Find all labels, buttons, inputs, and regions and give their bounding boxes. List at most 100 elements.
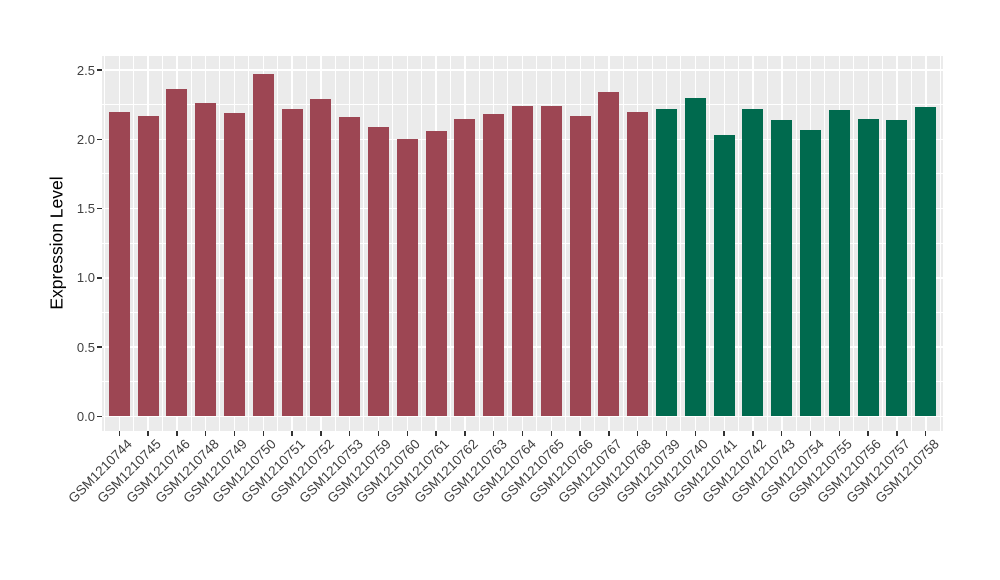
- bar-GSM1210766: [569, 115, 591, 417]
- minor-gridline-v: [363, 56, 365, 431]
- bar-GSM1210754: [800, 129, 821, 417]
- y-tick-mark: [97, 346, 102, 348]
- x-tick-mark: [550, 431, 553, 436]
- bar-GSM1210760: [396, 139, 418, 417]
- bar-GSM1210752: [310, 99, 332, 417]
- y-tick-mark: [97, 277, 102, 279]
- x-tick-mark: [608, 431, 610, 436]
- bar-GSM1210758: [915, 107, 937, 417]
- x-tick-mark: [896, 431, 898, 436]
- x-tick-mark: [579, 431, 581, 436]
- bar-GSM1210767: [598, 92, 620, 417]
- bar-GSM1210750: [252, 74, 274, 417]
- bar-GSM1210751: [281, 108, 303, 417]
- minor-gridline-v: [881, 56, 883, 431]
- minor-gridline-v: [680, 56, 682, 431]
- minor-gridline-v: [219, 56, 221, 431]
- y-tick-mark: [97, 207, 102, 210]
- x-tick-mark: [665, 431, 668, 436]
- minor-gridline-v: [421, 56, 423, 431]
- bar-GSM1210745: [137, 115, 159, 417]
- x-tick-mark: [636, 431, 639, 436]
- bar-GSM1210740: [684, 97, 706, 417]
- bar-GSM1210748: [195, 103, 217, 417]
- x-tick-mark: [262, 431, 265, 436]
- minor-gridline-v: [248, 56, 250, 431]
- x-tick-mark: [320, 431, 322, 436]
- x-tick-mark: [924, 431, 927, 436]
- minor-gridline-v: [939, 56, 941, 431]
- x-tick-mark: [377, 431, 380, 436]
- bar-GSM1210742: [742, 108, 764, 417]
- bar-GSM1210741: [713, 135, 735, 417]
- bar-GSM1210749: [223, 112, 245, 417]
- x-tick-mark: [147, 431, 149, 436]
- bar-GSM1210764: [512, 106, 533, 417]
- minor-gridline-v: [766, 56, 768, 431]
- y-tick-label: 1.5: [76, 201, 95, 217]
- bar-GSM1210757: [886, 119, 908, 417]
- bar-GSM1210753: [339, 117, 361, 417]
- y-tick-mark: [97, 138, 102, 141]
- minor-gridline-v: [536, 56, 538, 431]
- x-tick-mark: [118, 431, 121, 436]
- minor-gridline-v: [478, 56, 480, 431]
- minor-gridline-v: [824, 56, 826, 431]
- minor-gridline-v: [565, 56, 567, 431]
- x-tick-mark: [291, 431, 293, 436]
- x-tick-mark: [521, 431, 524, 436]
- minor-gridline-v: [709, 56, 711, 431]
- minor-gridline-v: [277, 56, 279, 431]
- x-tick-mark: [809, 431, 812, 436]
- y-tick-label: 0.0: [76, 409, 95, 424]
- minor-gridline-v: [622, 56, 624, 431]
- y-tick-mark: [97, 69, 102, 71]
- minor-gridline-v: [161, 56, 163, 431]
- bar-GSM1210759: [367, 126, 389, 417]
- x-tick-mark: [233, 431, 236, 436]
- x-tick-mark: [867, 431, 869, 436]
- y-tick-label: 0.5: [76, 339, 95, 355]
- bar-GSM1210744: [108, 111, 130, 417]
- x-tick-mark: [780, 431, 783, 436]
- x-tick-mark: [464, 431, 466, 436]
- x-tick-mark: [435, 431, 437, 436]
- bar-GSM1210739: [656, 108, 677, 417]
- y-tick-label: 2.0: [76, 131, 95, 147]
- x-tick-mark: [204, 431, 207, 436]
- bar-GSM1210755: [828, 110, 850, 417]
- minor-gridline-v: [449, 56, 451, 431]
- bar-GSM1210765: [540, 106, 562, 417]
- minor-gridline-v: [737, 56, 739, 431]
- x-tick-mark: [492, 431, 495, 436]
- y-tick-mark: [97, 415, 102, 418]
- bar-GSM1210756: [857, 118, 879, 417]
- minor-gridline-v: [910, 56, 912, 431]
- minor-gridline-v: [392, 56, 394, 431]
- bar-GSM1210763: [483, 114, 505, 417]
- minor-gridline-v: [334, 56, 336, 431]
- bar-GSM1210761: [425, 130, 447, 417]
- plot-panel: [102, 56, 943, 431]
- y-tick-label: 2.5: [76, 62, 95, 78]
- minor-gridline-v: [795, 56, 797, 431]
- x-tick-mark: [348, 431, 351, 436]
- minor-gridline-v: [853, 56, 855, 431]
- minor-gridline-v: [305, 56, 307, 431]
- minor-gridline-v: [651, 56, 653, 431]
- x-tick-mark: [838, 431, 841, 436]
- bar-GSM1210768: [627, 111, 649, 417]
- x-tick-mark: [723, 431, 725, 436]
- x-tick-mark: [176, 431, 178, 436]
- minor-gridline-v: [104, 56, 106, 431]
- minor-gridline-v: [507, 56, 509, 431]
- minor-gridline-v: [190, 56, 192, 431]
- x-tick-mark: [752, 431, 754, 436]
- y-tick-label: 1.0: [76, 270, 95, 286]
- x-tick-mark: [406, 431, 409, 436]
- y-axis-title: Expression Level: [46, 176, 67, 310]
- minor-gridline-v: [133, 56, 135, 431]
- minor-gridline-v: [593, 56, 595, 431]
- bar-GSM1210743: [771, 119, 793, 417]
